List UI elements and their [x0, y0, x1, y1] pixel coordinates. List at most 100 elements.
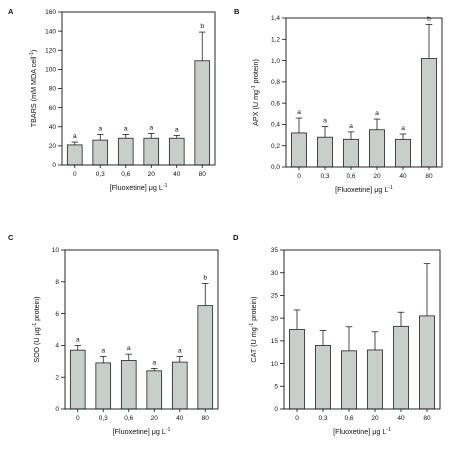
x-axis-label: [Fluoxetine] μg L-1	[333, 427, 391, 436]
x-axis-label: [Fluoxetine] μg L-1	[113, 427, 171, 436]
y-tick-label: 40	[49, 124, 57, 131]
y-tick-label: 2	[55, 374, 59, 381]
y-tick-label: 10	[52, 247, 60, 254]
chart-panel-d: D 0 5 10 15 20 25 30 35 0 0,3 0,6 20 40 80 [Fluoxetine]…	[233, 233, 441, 436]
chart-panel-c: C 0 2 4 6 8 10 a 0 a 0,3 a 0,6 a 20 a 40 b 80 [Fluoxetine] …	[8, 233, 219, 436]
x-tick-label: 20	[371, 415, 379, 422]
y-tick-label: 10	[271, 361, 279, 368]
x-axis-label-sup: -1	[388, 185, 393, 191]
y-axis-label-end: )	[29, 50, 38, 52]
significance-label: a	[297, 109, 301, 116]
y-tick-label: 1,0	[271, 58, 280, 65]
y-tick-label: 0,0	[271, 164, 280, 171]
x-tick-label: 0,3	[320, 173, 329, 180]
significance-label: a	[178, 348, 182, 355]
y-tick-label: 60	[49, 105, 57, 112]
significance-label: a	[323, 118, 327, 125]
y-tick-label: 0	[55, 406, 59, 413]
x-tick-label: 40	[176, 415, 184, 422]
y-axis-label-sup: -1	[29, 52, 35, 57]
panel-letter: C	[8, 233, 14, 242]
bar	[369, 129, 385, 168]
x-tick-label: 0,3	[99, 415, 108, 422]
x-tick-label: 80	[202, 415, 210, 422]
x-tick-label: 40	[173, 171, 181, 178]
bar	[395, 138, 411, 168]
x-tick-label: 40	[399, 173, 407, 180]
x-tick-label: 20	[373, 173, 381, 180]
bar	[341, 350, 357, 410]
y-tick-label: 30	[271, 270, 279, 277]
bar	[367, 349, 383, 410]
bar	[419, 315, 435, 410]
significance-label: a	[149, 124, 153, 131]
y-axis-label-sup: -1	[32, 323, 38, 328]
bar	[194, 60, 211, 166]
y-axis-label-end: protein)	[32, 296, 41, 322]
significance-label: a	[349, 123, 353, 130]
x-tick-label: 0	[73, 171, 77, 178]
plot-frame	[64, 249, 219, 410]
y-tick-label: 5	[274, 383, 278, 390]
bar	[393, 325, 409, 410]
significance-label: a	[98, 125, 102, 132]
bar	[66, 144, 83, 166]
y-axis-label-text: SOD (U μg	[32, 327, 41, 362]
y-axis-label-text: CAT (U mg	[249, 327, 258, 362]
plot-frame	[283, 249, 441, 410]
bar	[291, 132, 307, 168]
x-tick-label: 0	[295, 415, 299, 422]
bar	[171, 361, 188, 410]
bar	[120, 360, 137, 410]
y-axis-label: SOD (U μg-1 protein)	[32, 296, 41, 362]
x-tick-label: 40	[397, 415, 405, 422]
x-axis-label-text: [Fluoxetine] μg L	[335, 185, 388, 194]
y-tick-label: 20	[271, 315, 279, 322]
x-tick-label: 0,6	[344, 415, 353, 422]
significance-label: b	[200, 23, 204, 30]
bar	[317, 136, 333, 168]
x-tick-label: 0,3	[96, 171, 105, 178]
bar	[315, 344, 331, 410]
x-axis-label-text: [Fluoxetine] μg L	[110, 183, 163, 192]
y-tick-label: 140	[45, 28, 56, 35]
bar	[92, 139, 109, 166]
y-tick-label: 8	[55, 279, 59, 286]
x-axis-label-text: [Fluoxetine] μg L	[333, 427, 386, 436]
x-axis-label-sup: -1	[386, 427, 391, 433]
significance-label: b	[427, 15, 431, 22]
y-axis-label-text: TBARS (mM MDA cell	[29, 56, 38, 127]
y-tick-label: 0,6	[271, 100, 280, 107]
x-tick-label: 0,6	[121, 171, 130, 178]
significance-label: a	[76, 336, 80, 343]
significance-label: a	[152, 359, 156, 366]
y-axis-label-text: APX (U mg	[251, 90, 260, 126]
bar	[95, 362, 112, 410]
y-tick-label: 4	[55, 343, 59, 350]
significance-label: a	[73, 133, 77, 140]
plot-frame	[285, 17, 443, 168]
significance-label: a	[375, 110, 379, 117]
y-tick-label: 0,4	[271, 122, 280, 129]
x-axis-label-text: [Fluoxetine] μg L	[113, 427, 166, 436]
x-axis-label: [Fluoxetine] μg L-1	[335, 185, 393, 194]
x-tick-label: 20	[151, 415, 159, 422]
bar	[117, 137, 134, 166]
x-axis-label-sup: -1	[166, 427, 171, 433]
x-axis-label-sup: -1	[163, 183, 168, 189]
y-tick-label: 0,2	[271, 143, 280, 150]
chart-panel-b: B 0,0 0,2 0,4 0,6 0,8 1,0 1,2 1,4 a 0 a 0,3 a 0,6 a 20 a 4…	[234, 7, 443, 194]
y-tick-label: 15	[271, 338, 279, 345]
y-tick-label: 0	[52, 162, 56, 169]
y-tick-label: 1,2	[271, 36, 280, 43]
bar	[421, 58, 437, 168]
significance-label: a	[401, 125, 405, 132]
y-axis-label: TBARS (mM MDA cell-1)	[29, 50, 38, 128]
plot-frame	[61, 11, 216, 166]
significance-label: a	[101, 348, 105, 355]
y-tick-label: 160	[45, 9, 56, 16]
bar	[69, 349, 86, 410]
y-tick-label: 1,4	[271, 15, 280, 22]
y-axis-label-sup: -1	[251, 85, 257, 90]
